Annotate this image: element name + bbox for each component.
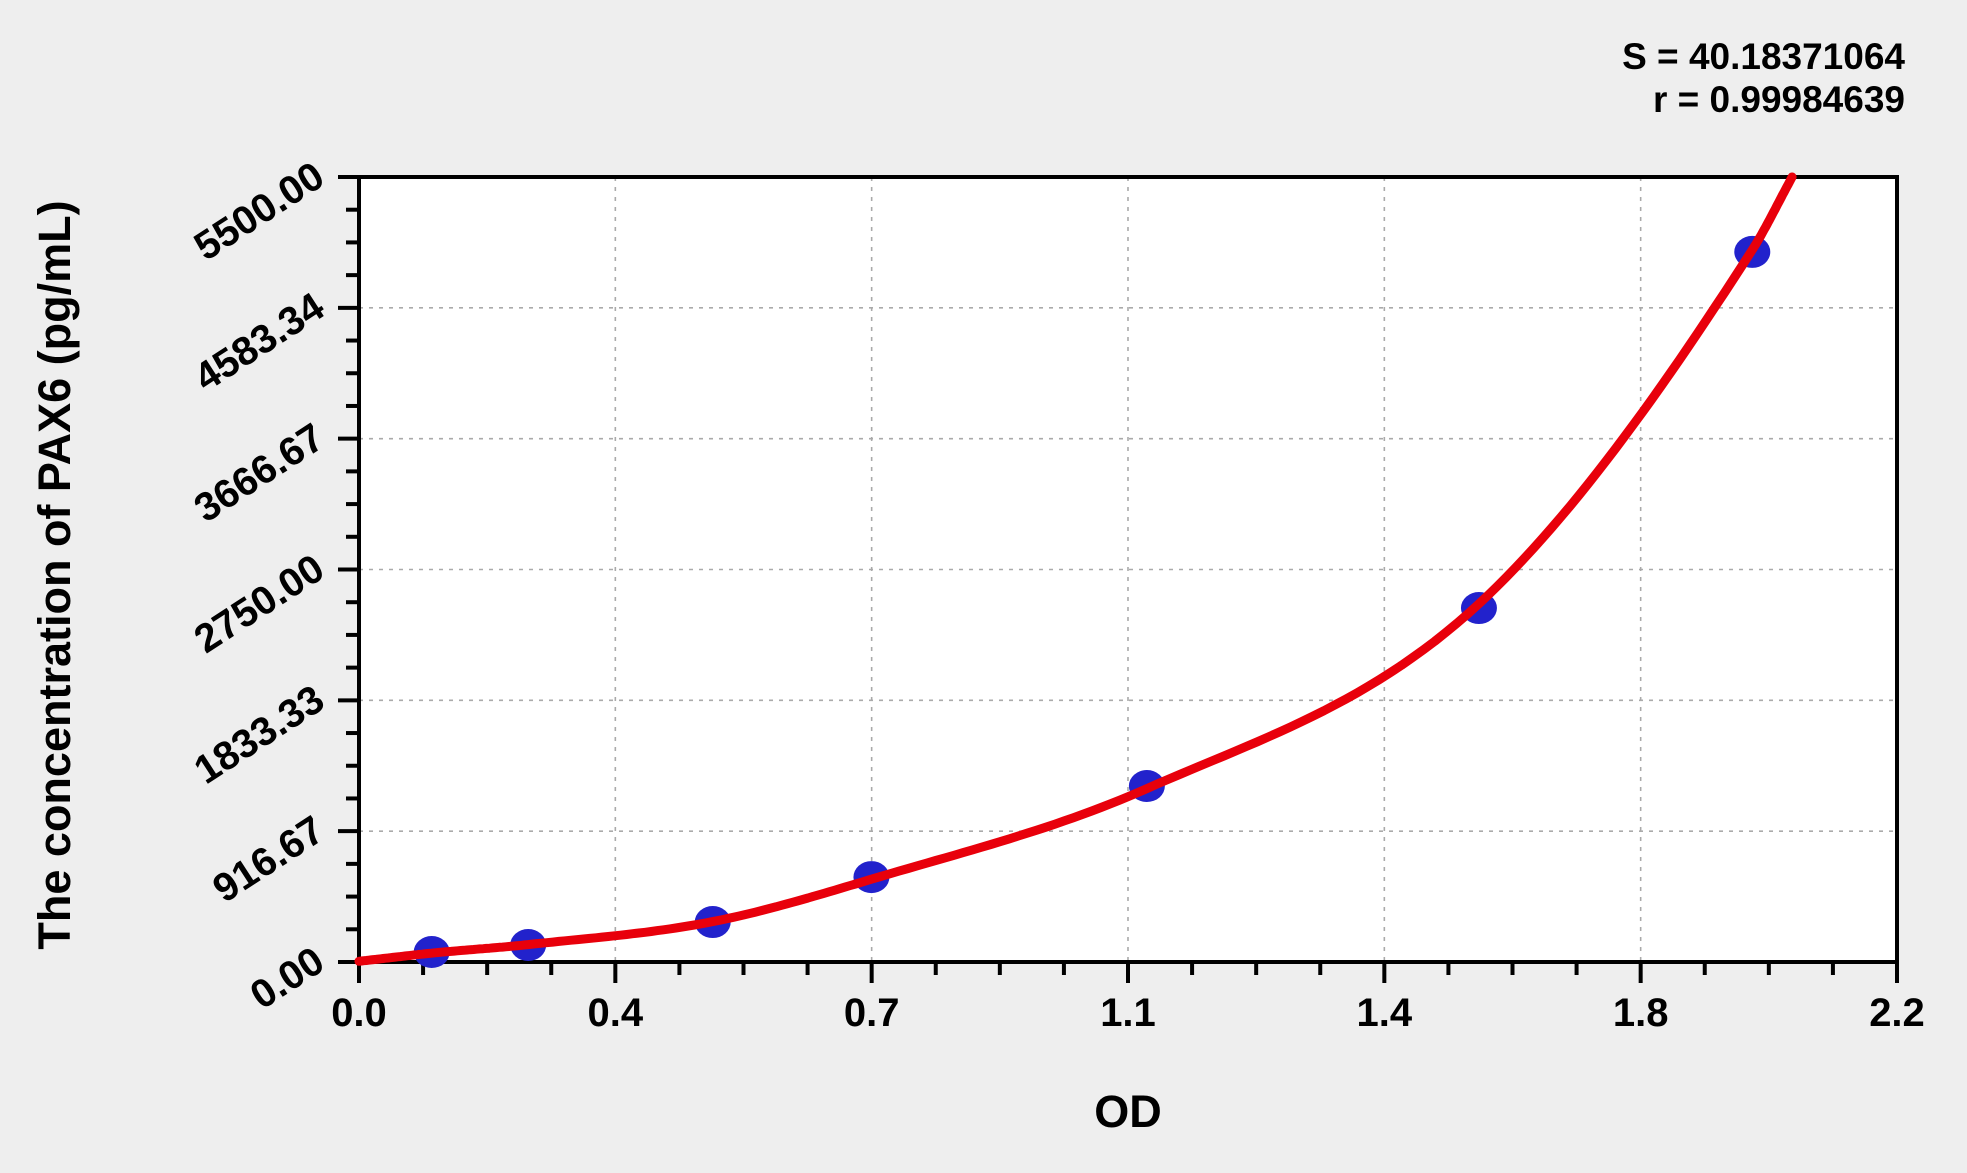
stat-slope: S = 40.18371064	[1622, 36, 1905, 77]
y-tick-label: 5500.00	[187, 154, 332, 270]
plot-frame	[357, 175, 1899, 964]
x-tick-label: 0.4	[588, 991, 644, 1035]
x-tick-label: 0.0	[331, 991, 387, 1035]
y-tick-label: 4583.34	[187, 284, 333, 400]
x-axis-title: OD	[1094, 1086, 1162, 1137]
y-tick-label: 3666.67	[187, 415, 332, 531]
y-tick-label: 1833.33	[187, 677, 332, 793]
y-tick-label: 2750.00	[187, 546, 332, 662]
stat-correlation: r = 0.99984639	[1652, 78, 1905, 120]
y-tick-label: 0.00	[243, 939, 332, 1018]
y-axis-title: The concentration of PAX6 (pg/mL)	[29, 200, 80, 950]
x-tick-label: 1.8	[1613, 991, 1669, 1035]
y-tick-label: 916.67	[205, 808, 332, 912]
x-tick-label: 1.4	[1357, 991, 1413, 1035]
x-tick-label: 2.2	[1869, 991, 1925, 1035]
fit-statistics: S = 40.18371064 r = 0.99984639	[1622, 36, 1905, 122]
fitted-curve	[354, 172, 1797, 966]
x-tick-label: 0.7	[844, 991, 900, 1035]
x-tick-label: 1.1	[1100, 991, 1156, 1035]
